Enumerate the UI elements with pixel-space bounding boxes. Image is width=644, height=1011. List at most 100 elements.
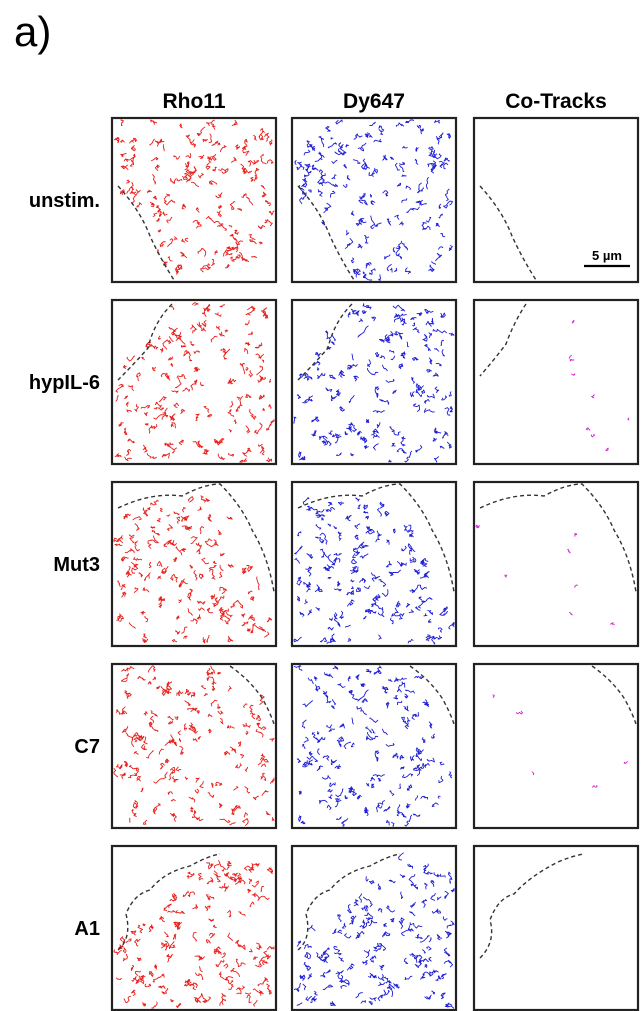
track <box>120 119 125 127</box>
track <box>211 782 214 788</box>
track <box>357 243 363 249</box>
track <box>221 992 227 1006</box>
track <box>180 408 186 415</box>
panel-cotracks-2 <box>472 480 640 648</box>
track <box>317 748 321 755</box>
track <box>322 435 329 443</box>
track <box>369 997 377 1002</box>
track <box>423 398 430 404</box>
track <box>362 960 368 966</box>
track <box>170 363 174 367</box>
track <box>336 739 345 748</box>
track <box>258 444 263 447</box>
track <box>437 627 443 633</box>
track <box>156 218 160 222</box>
track <box>239 458 248 463</box>
track <box>322 755 330 761</box>
track <box>407 814 413 822</box>
track <box>335 788 344 798</box>
track <box>131 989 136 997</box>
track <box>187 983 196 991</box>
track <box>190 324 197 334</box>
panel-rho11-4 <box>110 844 278 1011</box>
track <box>443 947 451 957</box>
track <box>424 964 428 968</box>
track <box>362 919 366 929</box>
cell-outline <box>479 853 585 959</box>
track <box>339 406 345 412</box>
track <box>223 348 231 355</box>
track <box>167 256 173 262</box>
track <box>361 905 367 912</box>
track <box>164 940 170 951</box>
track <box>259 991 264 996</box>
track <box>367 368 379 376</box>
track <box>183 723 188 731</box>
track <box>352 553 356 559</box>
track <box>338 736 344 742</box>
track <box>176 516 181 524</box>
track <box>423 762 430 768</box>
track <box>427 609 433 615</box>
track <box>399 317 407 326</box>
track <box>406 863 413 869</box>
track <box>134 545 140 552</box>
track <box>131 808 137 817</box>
track <box>197 440 204 449</box>
track <box>423 408 435 413</box>
track <box>385 337 391 342</box>
track <box>182 507 186 513</box>
panel-border <box>472 662 640 830</box>
track <box>156 518 161 523</box>
track <box>426 871 433 875</box>
track <box>175 630 181 635</box>
track <box>269 777 275 784</box>
track <box>306 140 311 148</box>
track <box>158 596 163 605</box>
track <box>396 560 405 567</box>
track <box>402 145 408 149</box>
track <box>216 225 223 227</box>
track <box>143 633 147 639</box>
cell-outline <box>297 185 355 281</box>
track <box>354 534 359 540</box>
track <box>202 637 206 644</box>
track <box>189 724 198 734</box>
track <box>435 222 440 227</box>
tracks-rho11 <box>113 859 275 1009</box>
track <box>307 677 314 685</box>
track <box>157 985 166 990</box>
track <box>365 134 369 138</box>
track <box>347 638 352 642</box>
track <box>399 221 404 226</box>
track <box>171 741 178 747</box>
track <box>385 819 390 826</box>
track <box>372 410 385 414</box>
track <box>197 506 202 511</box>
track <box>339 610 344 620</box>
track <box>376 530 381 537</box>
track <box>149 971 154 977</box>
track <box>361 698 368 704</box>
panel-rho11-0 <box>110 116 278 284</box>
track <box>203 449 209 455</box>
track <box>360 543 369 549</box>
track <box>202 265 211 271</box>
track <box>357 689 369 702</box>
track <box>356 794 362 800</box>
track <box>192 441 201 448</box>
track <box>210 594 215 600</box>
track <box>144 983 152 988</box>
track <box>311 731 318 740</box>
tracks-rho11 <box>113 665 275 827</box>
track <box>204 538 213 545</box>
track <box>262 959 269 966</box>
track <box>120 153 127 158</box>
track <box>268 404 272 409</box>
track <box>379 132 384 135</box>
track <box>118 422 124 427</box>
track <box>176 374 187 379</box>
track <box>403 524 414 533</box>
track <box>166 681 173 688</box>
track <box>299 975 305 981</box>
